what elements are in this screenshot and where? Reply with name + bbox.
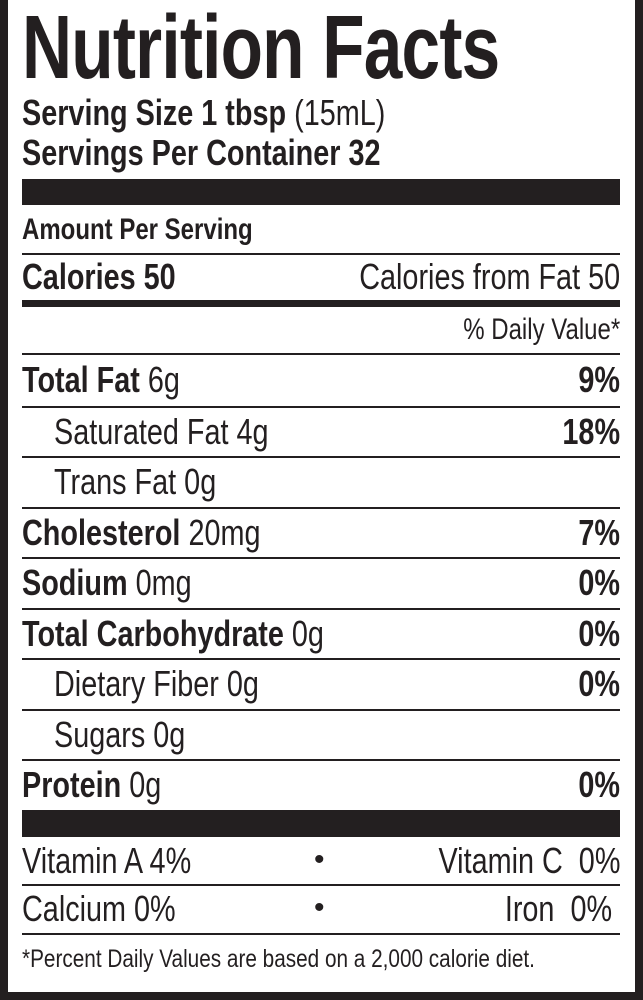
nutrient-row: Sodium 0mg 0% xyxy=(22,558,620,608)
divider xyxy=(22,759,620,761)
nutrient-name: Sugars xyxy=(54,714,146,755)
nutrient-name: Dietary Fiber xyxy=(54,663,219,704)
divider xyxy=(22,406,620,408)
nutrient-row: Total Carbohydrate 0g 0% xyxy=(22,609,620,659)
nutrient-name: Saturated Fat xyxy=(54,411,229,452)
medium-divider xyxy=(22,300,620,307)
nutrient-amount: 4g xyxy=(236,411,269,452)
nutrient-row: Trans Fat 0g xyxy=(22,457,620,507)
nutrient-daily-value: 18% xyxy=(562,411,620,452)
nutrient-name: Total Carbohydrate xyxy=(22,613,284,654)
amount-per-serving: Amount Per Serving xyxy=(22,213,253,246)
divider xyxy=(22,933,620,935)
nutrient-amount: 0g xyxy=(291,613,324,654)
nutrient-daily-value: 0% xyxy=(578,764,620,805)
divider xyxy=(22,884,620,886)
divider xyxy=(22,456,620,458)
vitamin-row: Calcium 0% • Iron 0% xyxy=(22,888,612,929)
nutrient-amount: 6g xyxy=(147,359,180,400)
calories-row: Calories 50 Calories from Fat 50 xyxy=(22,256,620,297)
nutrient-amount: 0g xyxy=(129,764,162,805)
divider xyxy=(22,557,620,559)
nutrient-name: Sodium xyxy=(22,562,128,603)
nutrient-row: Dietary Fiber 0g 0% xyxy=(22,659,620,709)
nutrient-amount: 20mg xyxy=(188,512,261,553)
thick-divider xyxy=(22,179,620,205)
nutrient-daily-value: 0% xyxy=(578,613,620,654)
footnote: *Percent Daily Values are based on a 2,0… xyxy=(22,945,535,973)
divider xyxy=(22,608,620,610)
divider xyxy=(22,507,620,509)
servings-per-container: Servings Per Container 32 xyxy=(22,132,381,173)
nutrition-label: Nutrition Facts Serving Size 1 tbsp (15m… xyxy=(8,0,635,992)
serving-size: Serving Size 1 tbsp (15mL) xyxy=(22,92,386,133)
nutrient-amount: 0g xyxy=(226,663,259,704)
divider xyxy=(22,353,620,355)
nutrient-daily-value: 0% xyxy=(578,663,620,704)
label-title: Nutrition Facts xyxy=(22,0,500,98)
divider xyxy=(22,709,620,711)
nutrient-row: Protein 0g 0% xyxy=(22,760,620,810)
nutrient-name: Cholesterol xyxy=(22,512,181,553)
nutrient-row: Total Fat 6g 9% xyxy=(22,355,620,405)
nutrient-row: Cholesterol 20mg 7% xyxy=(22,508,620,558)
nutrient-row: Saturated Fat 4g 18% xyxy=(22,407,620,457)
nutrient-name: Protein xyxy=(22,764,122,805)
divider xyxy=(22,253,620,255)
nutrient-amount: 0mg xyxy=(135,562,192,603)
nutrient-daily-value: 0% xyxy=(578,562,620,603)
nutrient-row: Sugars 0g xyxy=(22,710,620,760)
nutrient-daily-value: 9% xyxy=(578,359,620,400)
thick-divider xyxy=(22,810,620,837)
nutrient-name: Trans Fat xyxy=(54,461,177,502)
daily-value-header: % Daily Value* xyxy=(463,313,620,346)
nutrient-name: Total Fat xyxy=(22,359,140,400)
nutrient-amount: 0g xyxy=(153,714,186,755)
vitamin-row: Vitamin A 4% • Vitamin C 0% xyxy=(22,839,620,881)
nutrient-amount: 0g xyxy=(184,461,217,502)
nutrient-daily-value: 7% xyxy=(578,512,620,553)
divider xyxy=(22,658,620,660)
